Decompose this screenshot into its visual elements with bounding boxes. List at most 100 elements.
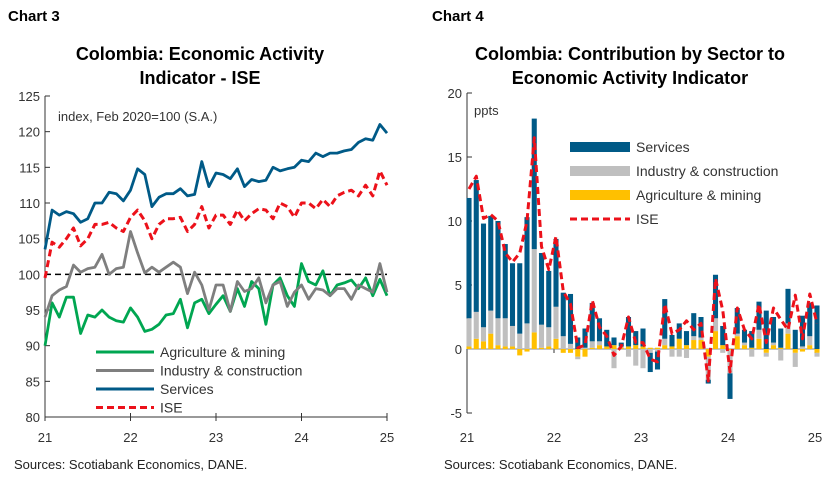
chart4-y-tick-label: 5 — [455, 278, 462, 293]
chart4-bar-industry-construction — [625, 349, 632, 357]
chart4-bar-industry-construction — [770, 342, 777, 346]
chart4-bar-services — [524, 217, 530, 324]
chart4-bar-services — [698, 317, 704, 338]
chart4-legend-swatch — [570, 166, 630, 176]
chart4-bar-industry-construction — [741, 342, 748, 346]
chart4-bar-industry-construction — [720, 349, 726, 353]
chart4-bar-services — [502, 244, 508, 319]
chart4-bar-agriculture-mining — [546, 346, 552, 349]
chart4-bar-services — [575, 337, 581, 349]
chart4-x-tick-label: 25 — [808, 430, 822, 445]
chart4-bar-industry-construction — [517, 333, 523, 349]
chart4-bar-agriculture-mining — [691, 340, 697, 349]
chart4-bar-agriculture-mining — [473, 338, 479, 349]
chart4-bar-agriculture-mining — [531, 332, 537, 349]
chart4-bar-agriculture-mining — [654, 347, 661, 349]
chart4-bar-industry-construction — [683, 349, 690, 358]
chart4-bar-services — [770, 317, 777, 343]
chart3-series-industry-construction — [43, 230, 389, 318]
chart4-bar-agriculture-mining — [633, 345, 639, 349]
chart3-legend-label: Services — [160, 381, 214, 397]
chart4-bar-services — [763, 310, 769, 349]
chart4-bar-agriculture-mining — [727, 349, 733, 351]
chart4-bar-industry-construction — [778, 349, 784, 361]
chart4-bar-agriculture-mining — [662, 345, 668, 349]
chart3-y-tick-label: 80 — [26, 410, 40, 425]
chart4-bar-services — [807, 302, 813, 337]
chart4-bar-agriculture-mining — [524, 349, 530, 352]
chart4-bar-agriculture-mining — [553, 338, 559, 349]
chart4-bar-services — [517, 263, 523, 334]
chart3-x-tick-label: 25 — [380, 430, 394, 445]
chart4-bar-agriculture-mining — [698, 340, 704, 349]
chart4-bar-agriculture-mining — [589, 347, 595, 349]
chart4-bar-agriculture-mining — [814, 349, 820, 353]
chart4-bar-industry-construction — [814, 352, 820, 357]
chart4-legend-label: Services — [636, 139, 690, 155]
chart4-bar-industry-construction — [502, 318, 508, 347]
chart4-legend-label: ISE — [636, 211, 659, 227]
chart4-bar-services — [488, 215, 494, 311]
chart4-bar-agriculture-mining — [488, 333, 494, 349]
chart4-bar-services — [466, 197, 472, 319]
chart4-bar-agriculture-mining — [560, 349, 566, 353]
chart4-bar-agriculture-mining — [705, 349, 711, 357]
chart4-y-tick-label: 15 — [448, 150, 462, 165]
chart4-bar-agriculture-mining — [734, 336, 740, 349]
chart4-bar-services — [683, 331, 690, 346]
chart4-bar-services — [756, 301, 762, 330]
chart4-y-tick-label: -5 — [450, 406, 462, 421]
chart3-legend-label: Agriculture & mining — [160, 344, 285, 360]
chart4-x-tick-label: 21 — [460, 430, 474, 445]
chart4-bar-services — [727, 373, 733, 399]
chart4-bar-industry-construction — [589, 341, 595, 348]
chart4-bar-industry-construction — [763, 352, 769, 357]
chart4-bar-industry-construction — [712, 318, 719, 332]
chart4-bar-agriculture-mining — [799, 349, 806, 352]
chart4-bar-services — [647, 352, 653, 373]
chart4-bar-industry-construction — [560, 336, 566, 349]
chart4-bar-services — [560, 292, 566, 337]
chart4-bar-industry-construction — [596, 341, 603, 346]
chart4-bar-agriculture-mining — [676, 338, 682, 349]
chart4-bar-services — [669, 334, 675, 347]
chart4-bar-services — [553, 238, 559, 307]
chart3-y-tick-label: 125 — [18, 89, 40, 104]
chart4-legend-label: Agriculture & mining — [636, 187, 761, 203]
chart4-bar-industry-construction — [705, 356, 711, 380]
chart4-bar-agriculture-mining — [502, 346, 508, 349]
chart4-bar-services — [640, 328, 646, 347]
chart4-bar-services — [778, 328, 784, 348]
chart4-bar-industry-construction — [611, 349, 617, 369]
chart4-bar-agriculture-mining — [567, 349, 574, 353]
chart3-y-tick-label: 95 — [26, 303, 40, 318]
chart4-bar-industry-construction — [756, 329, 762, 339]
chart4-bar-industry-construction — [799, 346, 806, 349]
chart4-bar-agriculture-mining — [712, 331, 719, 349]
chart4-bar-agriculture-mining — [538, 347, 545, 349]
chart3-x-tick-label: 21 — [38, 430, 52, 445]
chart4-bar-industry-construction — [582, 347, 588, 349]
chart4-bar-industry-construction — [480, 327, 487, 342]
chart4-bar-agriculture-mining — [582, 349, 588, 357]
chart3-source: Sources: Scotiabank Economics, DANE. — [14, 457, 248, 472]
chart4-bar-agriculture-mining — [466, 346, 472, 349]
chart4-bar-agriculture-mining — [763, 349, 769, 353]
chart4-annotation: ppts — [474, 103, 499, 118]
chart4-bar-industry-construction — [698, 337, 704, 341]
chart4-bar-services — [589, 302, 595, 342]
chart4-bar-services — [495, 221, 501, 319]
chart3-y-tick-label: 100 — [18, 267, 40, 282]
chart4-y-tick-label: 0 — [455, 342, 462, 357]
chart4-bar-industry-construction — [495, 318, 501, 346]
chart4-bar-agriculture-mining — [611, 345, 617, 349]
chart4-bar-services — [691, 313, 697, 337]
chart4-y-tick-label: 10 — [448, 214, 462, 229]
chart3-y-tick-label: 90 — [26, 339, 40, 354]
chart4-bar-industry-construction — [466, 318, 472, 347]
chart4-x-tick-label: 24 — [721, 430, 735, 445]
chart4-bar-services — [546, 270, 552, 328]
chart3-annotation: index, Feb 2020=100 (S.A.) — [58, 109, 217, 124]
